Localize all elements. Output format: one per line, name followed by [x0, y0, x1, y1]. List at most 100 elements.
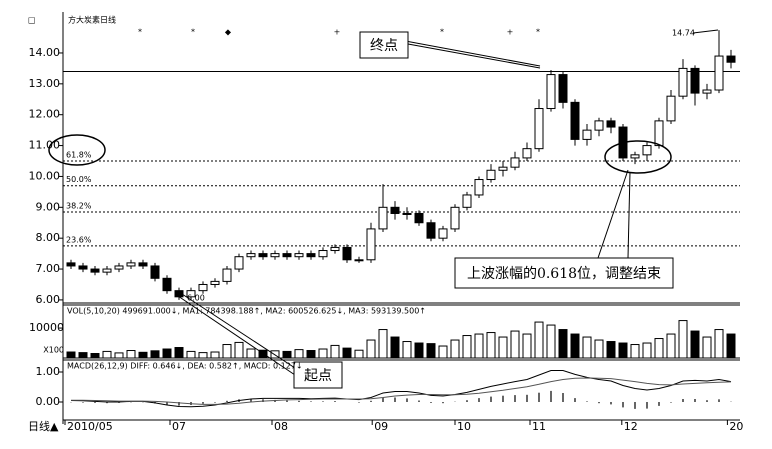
x-tick-label: 07 — [172, 420, 186, 433]
volume-bar — [690, 330, 700, 359]
level-label: 61.8% — [66, 151, 92, 160]
candle-body — [150, 265, 160, 279]
volume-bar — [366, 339, 376, 359]
volume-bar — [438, 345, 448, 359]
candle-body — [246, 253, 256, 258]
candle-body — [714, 55, 724, 91]
volume-bar — [66, 351, 76, 359]
candle-body — [654, 120, 664, 147]
pointer — [399, 39, 541, 67]
ellipse — [604, 140, 672, 174]
ellipse — [48, 134, 106, 166]
candle-body — [678, 67, 688, 97]
volume-bar — [618, 342, 628, 359]
volume-bar — [678, 320, 688, 359]
callouts — [48, 29, 719, 376]
candle-body — [162, 277, 172, 292]
annotation: 上波涨幅的0.618位，调整结束 — [467, 266, 661, 282]
marker: * — [138, 28, 142, 37]
chart-title: 方大炭素日线 — [68, 15, 116, 25]
marker: + — [334, 28, 341, 37]
volume-bar — [402, 341, 412, 359]
candle-body — [330, 246, 340, 252]
corner-label: □ — [28, 16, 36, 25]
candle-body — [510, 157, 520, 168]
volume-bar — [126, 350, 136, 359]
volume-bar — [630, 344, 640, 359]
annotation-box — [293, 361, 343, 389]
volume-bar — [162, 348, 172, 359]
pointer — [177, 295, 296, 376]
volume-bar — [282, 350, 292, 359]
annotation: 起点 — [304, 368, 332, 384]
level-label: 50.0% — [66, 175, 92, 184]
candle-body — [702, 89, 712, 94]
candle-body — [294, 253, 304, 258]
volume-bar — [246, 348, 256, 359]
volume-bar — [546, 324, 556, 359]
x-tick-label: 10 — [457, 420, 471, 433]
candle-body — [498, 166, 508, 171]
candle-body — [690, 67, 700, 94]
volume-bar — [318, 348, 328, 359]
volume-label: VOL(5,10,20) 499691.000↓, MA1: 784398.18… — [67, 307, 426, 316]
marker: ◆ — [225, 28, 232, 37]
candle-body — [534, 108, 544, 150]
y-tick-label: 11.00 — [29, 139, 61, 152]
pointer — [181, 293, 296, 369]
volume-bar — [558, 329, 568, 359]
y-tick-label: 12.00 — [29, 108, 61, 121]
volume-bar — [342, 347, 352, 359]
volume-bar — [570, 333, 580, 359]
volume-bar — [450, 339, 460, 359]
volume-bar — [510, 330, 520, 359]
candle-body — [666, 95, 676, 122]
volume-bar — [138, 351, 148, 359]
candle-body — [438, 228, 448, 239]
y-tick-label: 10.00 — [29, 169, 61, 182]
volume-bar — [354, 349, 364, 359]
volume-bar — [234, 341, 244, 359]
candle-body — [630, 154, 640, 159]
volume-bar — [174, 347, 184, 359]
candle-body — [270, 253, 280, 258]
candle-body — [462, 194, 472, 208]
volume-bar — [258, 349, 268, 359]
volume-bar — [702, 336, 712, 359]
candle-body — [414, 212, 424, 224]
candle-body — [114, 265, 124, 270]
candle-body — [174, 290, 184, 298]
x-tick-label: 12 — [624, 420, 638, 433]
candle-body — [558, 74, 568, 103]
marker: * — [536, 28, 540, 37]
candle-body — [726, 55, 736, 63]
y-tick-label: 14.00 — [29, 46, 61, 59]
candle-body — [282, 253, 292, 258]
volume-bar — [306, 350, 316, 359]
candle-body — [138, 262, 148, 267]
candle-body — [450, 206, 460, 230]
high-label: 14.74 — [672, 29, 695, 38]
volume-bar — [486, 332, 496, 359]
volume-bar — [414, 342, 424, 359]
annotation: 终点 — [370, 38, 398, 54]
candle-body — [642, 145, 652, 156]
volume-bar — [222, 344, 232, 359]
candle-body — [186, 290, 196, 298]
candle-body — [402, 212, 412, 215]
candle-body — [606, 120, 616, 128]
volume-bar — [186, 350, 196, 359]
candle-body — [90, 268, 100, 273]
volume-unit: X100 — [43, 346, 64, 355]
macd-tick-label: 1.00 — [36, 365, 61, 378]
volume-bar — [582, 336, 592, 359]
volume-bar — [534, 321, 544, 359]
candle-body — [78, 265, 88, 270]
candle-body — [474, 179, 484, 196]
candle-body — [102, 268, 112, 273]
volume-bar — [498, 336, 508, 359]
volume-bar — [654, 338, 664, 359]
marker: + — [507, 28, 514, 37]
candle-body — [486, 169, 496, 181]
